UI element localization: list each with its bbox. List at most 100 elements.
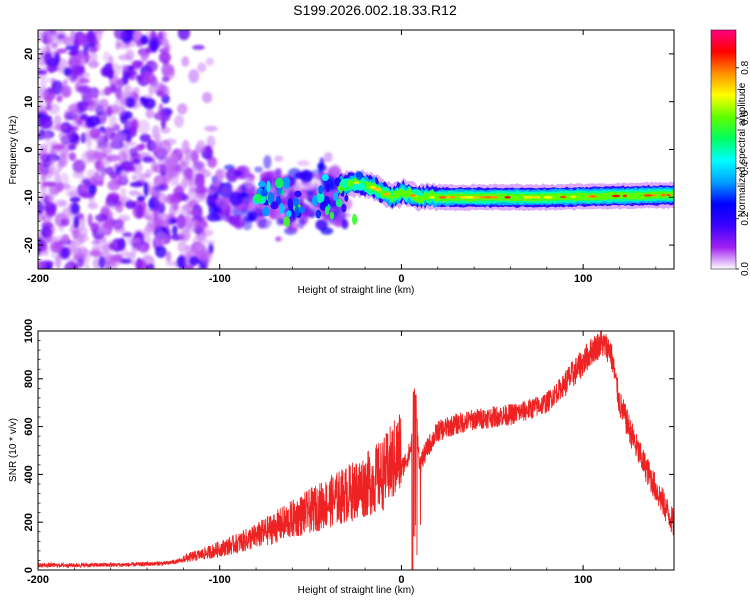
- spectrogram-noise-blob: [153, 175, 162, 183]
- spectrogram-noise-blob: [84, 262, 90, 269]
- spectrogram-noise-blob: [76, 234, 89, 243]
- spectrogram-noise-blob: [45, 235, 58, 243]
- spectrogram-noise-blob: [115, 86, 123, 100]
- spectrogram-noise-blob: [177, 240, 188, 253]
- spectrogram-noise-blob: [177, 103, 188, 115]
- colorbar-gradient: [710, 29, 737, 270]
- spectrogram-noise-blob: [60, 84, 73, 98]
- spectrogram-noise-blob: [253, 204, 265, 214]
- spectrogram-noise-blob: [41, 215, 53, 223]
- spectrogram-noise-blob: [55, 255, 62, 269]
- spectrogram-noise-blob: [80, 113, 89, 121]
- spectrogram-noise-blob: [135, 242, 146, 253]
- spectrogram-noise-blob: [244, 177, 255, 189]
- spectrogram-noise-blob: [45, 206, 57, 218]
- spectrogram-noise-blob: [135, 144, 144, 152]
- spectrogram-noise-blob: [274, 155, 284, 162]
- spectrogram-transition-blob: [355, 171, 364, 180]
- snr-ytick-label: 400: [23, 465, 35, 483]
- spectrogram-noise-blob: [114, 30, 127, 41]
- spectrogram-noise-blob: [67, 103, 82, 113]
- spectrogram-noise-blob: [115, 40, 121, 50]
- spectrogram-noise-blob: [77, 85, 92, 94]
- spectrogram-transition-blob: [283, 216, 291, 227]
- spectrogram-ylabel: Frequency (Hz): [8, 116, 19, 185]
- spectrogram-noise-blob: [139, 133, 151, 143]
- spectrogram-noise-blob: [88, 60, 100, 69]
- figure-title: S199.2026.002.18.33.R12: [293, 2, 457, 18]
- colorbar-tick-label: 0.2: [740, 211, 750, 225]
- spectrogram-noise-blob: [204, 145, 212, 156]
- spectrogram-noise-blob: [213, 206, 222, 214]
- spectrogram-transition-blob: [329, 211, 335, 220]
- spectrogram-noise-blob: [157, 31, 164, 47]
- spectrogram-trace: [252, 169, 674, 227]
- spectrogram-noise-blob: [38, 259, 47, 269]
- spectrogram-noise-blob: [42, 158, 52, 168]
- snr-ytick-label: 0: [23, 567, 35, 573]
- spectrogram-noise-blob: [162, 38, 170, 51]
- spectrogram-noise-blob: [117, 54, 132, 61]
- spectrogram-noise-blob: [131, 119, 139, 132]
- spectrogram-noise-blob: [199, 250, 213, 263]
- spectrogram-ytick-label: -20: [23, 237, 35, 253]
- spectrogram-noise-blob: [94, 169, 106, 182]
- spectrogram-noise-blob: [63, 67, 73, 77]
- spectrogram-noise-blob: [114, 98, 128, 111]
- spectrogram-noise-blob: [160, 126, 171, 134]
- spectrogram-noise-blob: [72, 159, 86, 174]
- spectrogram-ytick-label: 10: [23, 96, 35, 108]
- spectrogram-noise-blob: [247, 200, 254, 208]
- spectrogram-noise-blob: [102, 51, 111, 63]
- spectrogram-noise-blob: [60, 217, 70, 227]
- spectrogram-transition-blob: [341, 203, 347, 213]
- spectrogram-noise-blob: [185, 244, 199, 252]
- spectrogram-noise-blob: [135, 204, 144, 219]
- spectrogram-hotspot: [651, 193, 657, 197]
- spectrogram-ytick-label: 20: [23, 48, 35, 60]
- spectrogram-xlabel: Height of straight line (km): [298, 285, 415, 296]
- spectrogram-noise-blob: [98, 255, 106, 269]
- spectrogram-noise-blob: [163, 161, 178, 169]
- spectrogram-noise-blob: [167, 153, 178, 163]
- spectrogram-transition-blob: [357, 182, 365, 191]
- spectrogram-noise-blob: [71, 119, 80, 131]
- spectrogram-noise-blob: [53, 114, 62, 127]
- spectrogram-noise-blob: [38, 69, 48, 75]
- spectrogram-noise-blob: [143, 182, 149, 197]
- spectrogram-noise-blob: [104, 201, 113, 207]
- spectrogram-noise-blob: [141, 156, 154, 163]
- spectrogram-noise-blob: [176, 255, 188, 269]
- spectrogram-noise-blob: [51, 41, 59, 49]
- colorbar: 0.0 0.2 0.4 0.6 0.8 Normalized spectral ampl…: [710, 29, 750, 276]
- spectrogram-noise-blob: [188, 69, 200, 84]
- spectrogram-noise-blob: [96, 243, 106, 251]
- spectrogram-noise-blob: [42, 192, 55, 201]
- spectrogram-noise-blob: [62, 207, 71, 220]
- spectrogram-noise-blob: [44, 94, 53, 106]
- spectrogram-noise-blob: [205, 57, 214, 66]
- spectrogram-transition-blob: [321, 173, 329, 182]
- spectrogram-noise-blob: [78, 78, 90, 84]
- spectrogram-noise-blob: [67, 258, 76, 267]
- spectrogram-noise-blob: [275, 236, 282, 242]
- spectrogram-noise-blob: [171, 225, 178, 236]
- spectrogram-transition-blob: [277, 186, 283, 195]
- snr-ytick-label: 200: [23, 513, 35, 531]
- spectrogram-hotspot: [622, 194, 628, 198]
- spectrogram-noise-blob: [287, 221, 299, 233]
- spectrogram-hotspot: [560, 195, 567, 199]
- spectrogram-hotspot: [368, 186, 377, 189]
- spectrogram-hotspot: [383, 192, 390, 196]
- spectrogram-transition-blob: [286, 210, 292, 218]
- spectrogram-noise-blob: [276, 217, 284, 226]
- spectrogram-transition-blob: [294, 205, 300, 217]
- spectrogram-noise-blob: [40, 182, 47, 195]
- spectrogram-noise-blob: [263, 155, 272, 170]
- spectrogram-noise-blob: [48, 65, 54, 74]
- spectrogram-noise-blob: [103, 86, 112, 96]
- spectrogram-noise-blob: [120, 248, 129, 258]
- spectrogram-transition-blob: [275, 177, 284, 189]
- spectrogram-noise-blob: [155, 109, 163, 122]
- spectrogram-noise-blob: [125, 30, 135, 37]
